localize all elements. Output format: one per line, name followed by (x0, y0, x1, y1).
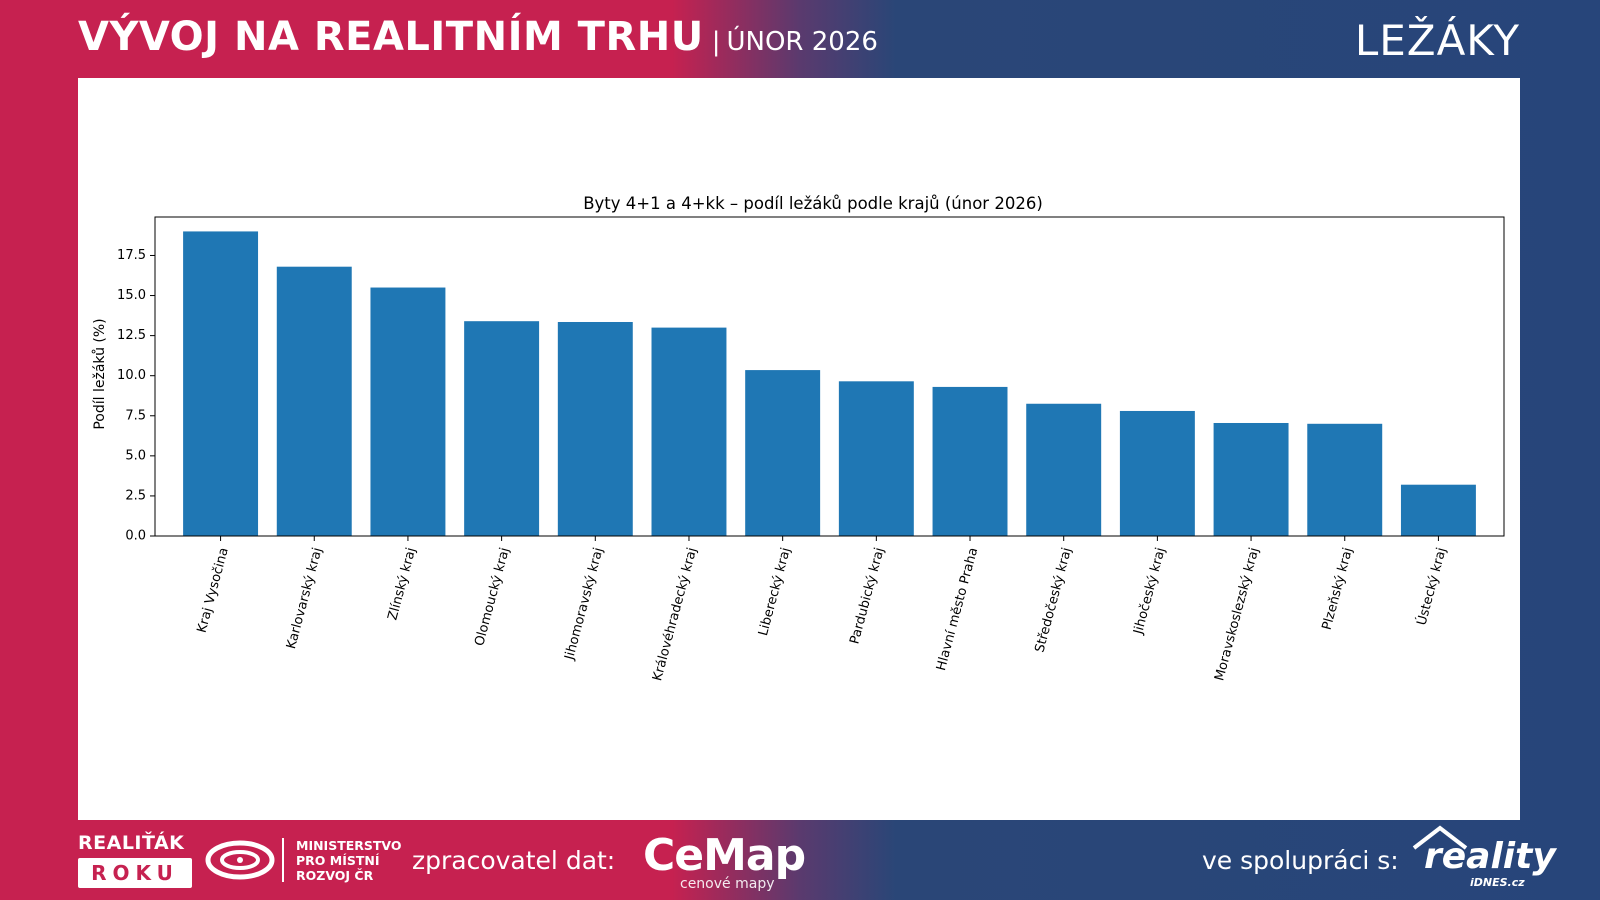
y-tick-label: 7.5 (125, 408, 146, 423)
cemap-subtitle: cenové mapy (680, 876, 775, 892)
x-tick-label: Hlavní město Praha (934, 546, 981, 672)
bar (1026, 403, 1102, 536)
x-tick-label: Královéhradecký kraj (650, 546, 700, 683)
award-title: REALIŤÁK (78, 832, 185, 854)
ministry-line-3: ROZVOJ ČR (296, 868, 374, 883)
processor-label: zpracovatel dat: (412, 846, 616, 875)
bar (1400, 484, 1476, 536)
bar (370, 287, 446, 536)
x-tick-label: Olomoucký kraj (472, 546, 513, 648)
x-tick-label: Kraj Vysočina (195, 546, 232, 634)
y-tick-label: 17.5 (117, 248, 146, 263)
bar (276, 266, 352, 536)
x-tick-label: Moravskoslezský kraj (1212, 546, 1262, 683)
x-tick-label: Jihomoravský kraj (562, 546, 607, 662)
y-tick-label: 15.0 (117, 288, 146, 303)
page-title: VÝVOJ NA REALITNÍM TRHU (78, 14, 704, 60)
bar (1213, 422, 1289, 536)
cemap-logo: CeMap (643, 830, 806, 881)
report-date: ÚNOR 2026 (726, 27, 878, 57)
x-tick-label: Zlínský kraj (385, 546, 419, 622)
chart-panel: Byty 4+1 a 4+kk – podíl ležáků podle kra… (78, 78, 1520, 820)
bar (838, 381, 914, 536)
section-label: LEŽÁKY (1354, 16, 1520, 65)
award-box: ROKU (78, 858, 192, 888)
bar-chart: Byty 4+1 a 4+kk – podíl ležáků podle kra… (92, 194, 1505, 683)
y-tick-label: 0.0 (125, 529, 146, 544)
x-tick-label: Liberecký kraj (756, 546, 794, 637)
reality-house-icon (1412, 825, 1468, 850)
x-tick-label: Karlovarský kraj (284, 546, 325, 651)
ministry-divider (282, 838, 284, 882)
x-tick-label: Jihočeský kraj (1131, 546, 1169, 637)
footer: REALIŤÁK ROKU MINISTERSTVO PRO MÍSTNÍ RO… (0, 820, 1600, 900)
y-tick-label: 2.5 (125, 488, 146, 503)
bar (464, 321, 540, 536)
x-tick-label: Pardubický kraj (847, 546, 887, 646)
bar (183, 231, 259, 537)
x-tick-label: Ústecký kraj (1414, 546, 1450, 627)
reality-wordmark: reality (1424, 836, 1556, 877)
y-axis-label: Podíl ležáků (%) (92, 318, 108, 429)
bar (932, 386, 1008, 536)
ministry-line-2: PRO MÍSTNÍ (296, 853, 380, 868)
bar (1119, 410, 1195, 536)
cooperation-label: ve spolupráci s: (1202, 846, 1399, 875)
bar (557, 321, 633, 536)
plot-frame (154, 216, 1505, 537)
chart-title: Byty 4+1 a 4+kk – podíl ležáků podle kra… (583, 194, 1043, 213)
y-ticks-group: 0.0 2.5 5.0 7.5 10.0 12.5 15.0 17.5 (117, 248, 155, 544)
y-tick-label: 5.0 (125, 448, 146, 463)
bar (651, 327, 727, 536)
award-logo: REALIŤÁK ROKU (78, 832, 192, 888)
header-title: VÝVOJ NA REALITNÍM TRHU | ÚNOR 2026 (78, 14, 878, 60)
x-tick-label: Středočeský kraj (1033, 546, 1075, 654)
bar (745, 370, 821, 536)
y-tick-label: 12.5 (117, 328, 146, 343)
bar (1307, 423, 1383, 536)
ministry-line-1: MINISTERSTVO (296, 838, 402, 853)
bars-group (183, 231, 1476, 537)
title-separator: | (711, 27, 721, 57)
ministry-logo-icon (205, 840, 275, 880)
reality-subtitle: iDNES.cz (1470, 876, 1525, 889)
x-tick-label: Plzeňský kraj (1320, 546, 1356, 632)
ministry-name: MINISTERSTVO PRO MÍSTNÍ ROZVOJ ČR (296, 838, 402, 883)
x-ticks-group: Kraj Vysočina Karlovarský kraj Zlínský kra… (195, 536, 1450, 683)
y-tick-label: 10.0 (117, 368, 146, 383)
